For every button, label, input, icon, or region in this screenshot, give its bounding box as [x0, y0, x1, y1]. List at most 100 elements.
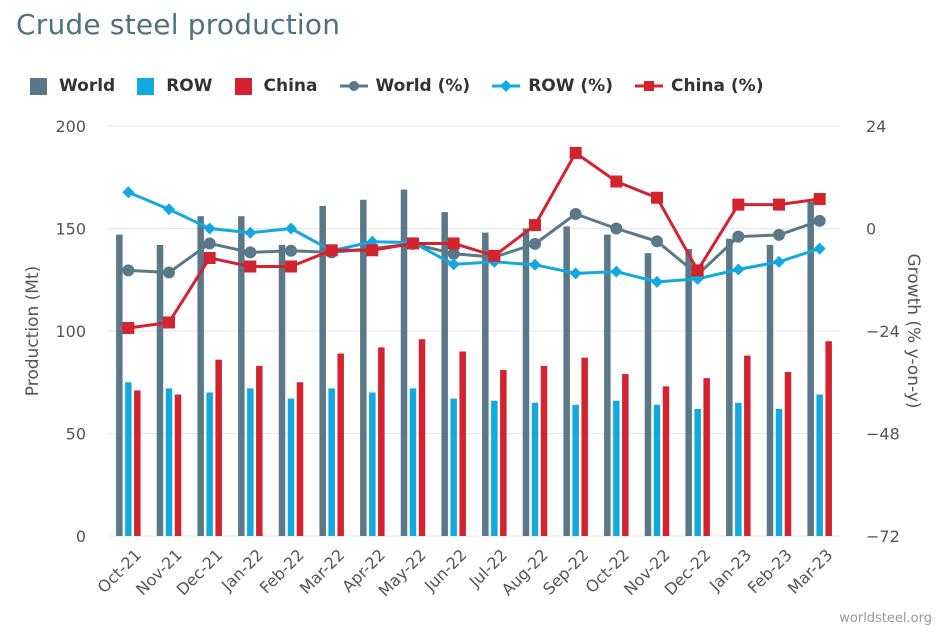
bar-china: [703, 378, 710, 536]
point-world_pct: [691, 268, 704, 281]
bar-china: [581, 357, 588, 536]
x-tick-label: Mar-22: [296, 545, 349, 598]
point-row_pct: [366, 235, 379, 248]
legend-world-pct[interactable]: World (%): [339, 76, 471, 96]
legend-row-pct-marker: [492, 80, 521, 92]
x-tick-label: Nov-22: [620, 545, 674, 599]
point-world_pct: [529, 237, 541, 250]
y-left-tick-label: 150: [55, 220, 86, 239]
legend-china-pct[interactable]: China (%): [635, 76, 763, 96]
bar-world: [807, 201, 814, 536]
legend-row-swatch: [137, 77, 155, 95]
y-right-tick-label: −48: [866, 425, 900, 444]
y-right-tick-label: 0: [866, 220, 876, 239]
point-world_pct: [285, 244, 297, 257]
y-left-axis-title: Production (Mt): [23, 266, 43, 396]
bar-china: [500, 369, 507, 536]
point-china_pct: [488, 249, 501, 262]
y-right-axis-title: Growth (% y-on-y): [903, 253, 923, 408]
point-world_pct: [203, 237, 216, 250]
point-china_pct: [244, 260, 257, 273]
bar-world: [685, 249, 692, 536]
bar-world: [482, 232, 489, 536]
legend-world-pct-label: World (%): [375, 76, 471, 96]
point-row_pct: [407, 236, 419, 249]
point-china_pct: [691, 264, 704, 277]
point-row_pct: [610, 265, 623, 278]
bar-row: [247, 388, 254, 536]
bar-row: [694, 408, 701, 536]
x-tick-label: Dec-22: [661, 545, 715, 599]
point-china_pct: [122, 322, 135, 335]
bar-world: [644, 253, 652, 536]
bar-world: [360, 199, 367, 537]
bar-china: [256, 365, 263, 536]
legend-row-pct[interactable]: ROW (%): [492, 76, 613, 96]
point-row_pct: [732, 263, 745, 276]
point-world_pct: [732, 230, 745, 243]
y-left-tick-label: 200: [55, 117, 86, 136]
point-china_pct: [732, 198, 745, 211]
point-row_pct: [203, 222, 216, 235]
bar-china: [784, 372, 792, 536]
point-world_pct: [366, 242, 379, 255]
point-world_pct: [447, 247, 460, 260]
point-china_pct: [529, 219, 541, 232]
bar-world: [726, 238, 733, 536]
point-row_pct: [285, 222, 297, 235]
point-china_pct: [569, 146, 582, 159]
point-world_pct: [122, 264, 135, 277]
point-world_pct: [163, 266, 175, 279]
bar-row: [206, 392, 213, 536]
bar-china: [622, 374, 629, 536]
legend-china[interactable]: China: [234, 76, 318, 96]
bar-row: [369, 392, 376, 536]
legend-world[interactable]: World: [30, 76, 115, 96]
bar-world: [441, 212, 448, 536]
x-tick-label: Jul-22: [465, 545, 511, 591]
bar-china: [459, 351, 466, 536]
point-row_pct: [813, 242, 826, 255]
bar-row: [328, 388, 335, 536]
legend-row[interactable]: ROW: [137, 76, 213, 96]
point-row_pct: [122, 186, 135, 199]
legend-china-label: China: [263, 76, 318, 96]
line-row_pct: [127, 190, 821, 284]
legend-world-pct-marker: [339, 81, 368, 91]
point-world_pct: [569, 207, 582, 220]
bar-row: [287, 398, 295, 536]
bar-row: [613, 400, 620, 536]
bar-row: [816, 394, 823, 536]
bar-row: [125, 382, 132, 536]
legend-world-swatch: [30, 77, 47, 95]
chart-title: Crude steel production: [16, 8, 341, 41]
x-tick-label: Sep-22: [539, 545, 592, 598]
point-world_pct: [813, 214, 826, 227]
y-left-tick-label: 50: [66, 425, 86, 444]
line-world_pct: [128, 212, 821, 277]
bar-row: [531, 402, 539, 536]
legend-row-pct-label: ROW (%): [528, 76, 613, 96]
point-china_pct: [651, 191, 663, 204]
bar-row: [735, 402, 742, 536]
point-world_pct: [488, 251, 501, 264]
bar-row: [409, 388, 417, 536]
legend-china-pct-label: China (%): [671, 76, 764, 96]
point-china_pct: [366, 244, 379, 257]
y-left-tick-label: 100: [55, 322, 86, 341]
bar-world: [563, 226, 570, 536]
bar-china: [418, 339, 426, 536]
point-china_pct: [773, 198, 785, 211]
point-row_pct: [325, 244, 338, 257]
bar-world: [156, 244, 164, 536]
point-row_pct: [163, 203, 175, 216]
point-world_pct: [651, 235, 663, 248]
source-credit: worldsteel.org: [839, 611, 932, 626]
point-row_pct: [488, 255, 501, 268]
x-tick-label: Nov-21: [132, 545, 186, 599]
point-world_pct: [407, 237, 419, 250]
x-tick-label: Jan-23: [705, 545, 755, 595]
bar-row: [572, 404, 579, 536]
point-china_pct: [203, 251, 216, 264]
point-china_pct: [610, 175, 623, 188]
